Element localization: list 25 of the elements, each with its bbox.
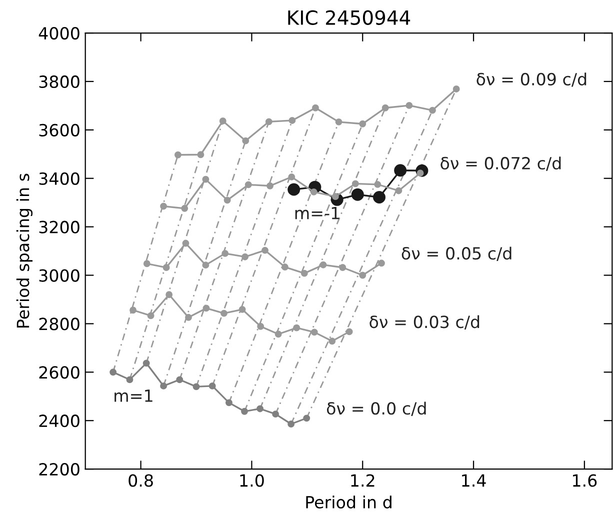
y-tick-label: 3600: [39, 124, 80, 136]
x-axis-title: Period in d: [306, 496, 392, 508]
x-tick-label: 1.0: [240, 474, 264, 487]
annotation: m=1: [114, 390, 152, 402]
y-axis-title: Period spacing in s: [16, 174, 33, 328]
y-tick-label: 2800: [39, 318, 80, 330]
x-tick-label: 1.6: [573, 474, 597, 487]
y-tick-label: 2400: [39, 414, 80, 428]
chart-title: KIC 2450944: [288, 10, 410, 25]
series-label: δν = 0.072 c/d: [440, 156, 561, 171]
y-tick-label: 3000: [39, 269, 80, 282]
series-label: δν = 0.05 c/d: [402, 246, 512, 261]
series-label: δν = 0.09 c/d: [476, 72, 586, 87]
y-tick-label: 3200: [39, 220, 80, 234]
x-tick-label: 0.8: [128, 474, 153, 487]
annotation: m=-1: [295, 206, 340, 220]
x-tick-label: 1.2: [351, 474, 374, 487]
y-tick-label: 2200: [39, 463, 80, 476]
y-tick-label: 2600: [39, 366, 80, 379]
y-tick-label: 3400: [39, 172, 80, 185]
y-tick-label: 4000: [38, 26, 80, 40]
series-label: δν = 0.0 c/d: [326, 402, 426, 416]
series-label: δν = 0.03 c/d: [370, 315, 480, 330]
y-tick-label: 3800: [39, 75, 80, 88]
x-tick-label: 1.4: [462, 474, 486, 487]
